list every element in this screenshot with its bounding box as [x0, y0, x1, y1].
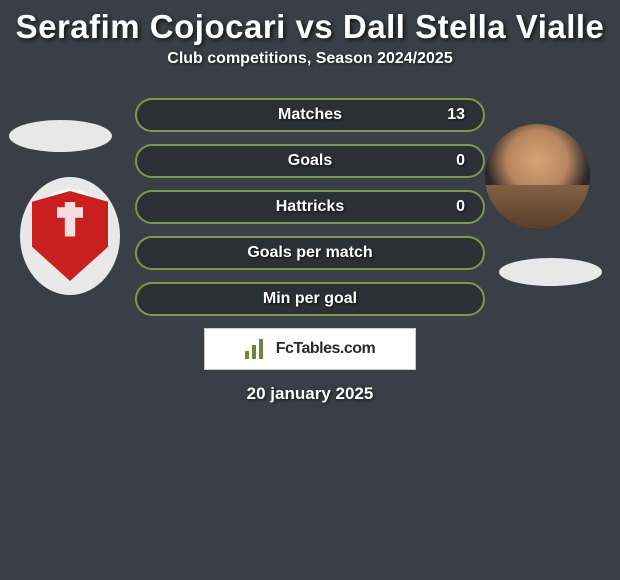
stat-label: Hattricks — [276, 198, 344, 216]
club-badge-left — [20, 177, 120, 295]
divider — [269, 335, 270, 363]
stat-row-goals-per-match: Goals per match — [135, 236, 485, 270]
stat-row-goals: Goals 0 — [135, 144, 485, 178]
player-left-avatar-placeholder — [9, 120, 112, 152]
stat-row-min-per-goal: Min per goal — [135, 282, 485, 316]
stat-label: Goals — [288, 152, 332, 170]
page-title: Serafim Cojocari vs Dall Stella Vialle — [0, 0, 620, 50]
stat-row-matches: Matches 13 — [135, 98, 485, 132]
stat-row-hattricks: Hattricks 0 — [135, 190, 485, 224]
brand-badge[interactable]: FcTables.com — [204, 328, 416, 370]
shield-icon — [20, 177, 120, 295]
stat-value: 0 — [456, 152, 465, 170]
bar-chart-icon — [245, 339, 263, 359]
dateline: 20 january 2025 — [0, 384, 620, 404]
stat-value: 13 — [447, 106, 465, 124]
stat-label: Matches — [278, 106, 342, 124]
stats-table: Matches 13 Goals 0 Hattricks 0 Goals per… — [135, 98, 485, 316]
stat-value: 0 — [456, 198, 465, 216]
stat-label: Goals per match — [247, 244, 372, 262]
player-right-avatar — [485, 124, 590, 229]
player-right-badge-placeholder — [499, 258, 602, 286]
stat-label: Min per goal — [263, 290, 357, 308]
page-subtitle: Club competitions, Season 2024/2025 — [0, 50, 620, 68]
brand-text: FcTables.com — [276, 340, 376, 358]
